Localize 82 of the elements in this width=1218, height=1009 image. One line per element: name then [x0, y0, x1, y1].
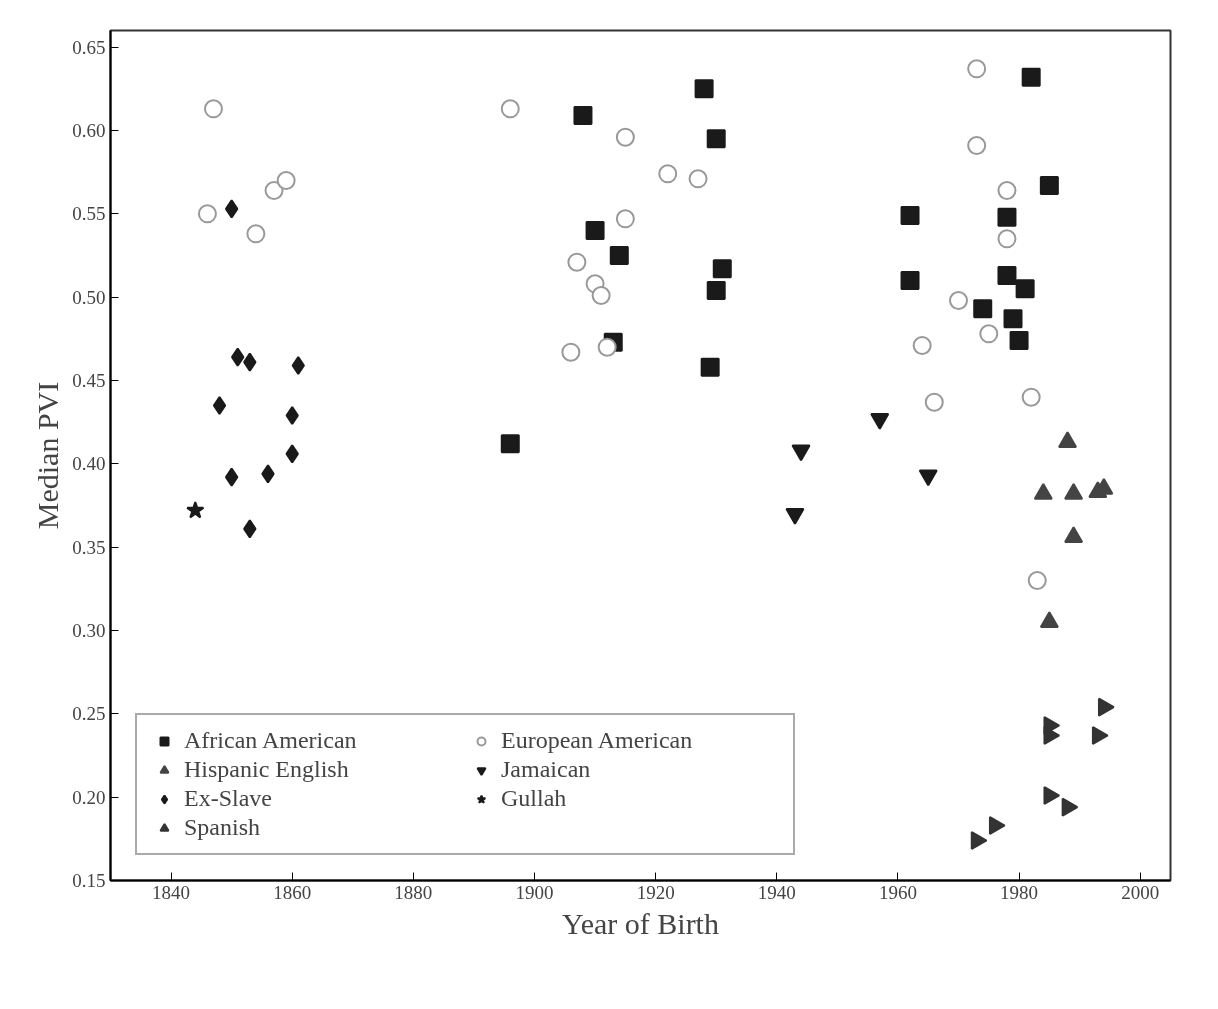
point [591, 286, 611, 305]
point [186, 501, 205, 519]
point [224, 467, 239, 487]
legend-label: Jamaican [501, 756, 592, 783]
point [997, 266, 1017, 285]
point [243, 352, 257, 372]
legend-label: African American [184, 727, 358, 754]
point [658, 164, 678, 184]
point [573, 106, 593, 125]
point [212, 396, 227, 415]
point [1027, 571, 1047, 590]
x-axis-title: Year of Birth [562, 906, 719, 940]
point [567, 252, 587, 272]
point [261, 464, 275, 484]
point [585, 221, 605, 240]
point [609, 246, 629, 265]
point [688, 169, 708, 189]
point [561, 342, 581, 362]
point [615, 209, 635, 229]
y-tick-label: 0.15 [72, 870, 106, 891]
point [967, 136, 987, 155]
y-tick-label: 0.25 [72, 703, 106, 725]
point [1003, 309, 1023, 329]
point [900, 206, 920, 225]
point [997, 207, 1017, 227]
y-tick-label: 0.50 [72, 286, 106, 308]
y-tick-label: 0.30 [72, 620, 106, 641]
point [500, 434, 520, 454]
point [243, 519, 257, 539]
point [231, 347, 245, 367]
y-axis-title: Median PVI [31, 381, 65, 530]
x-tick-label: 1940 [757, 881, 796, 903]
point [246, 224, 266, 244]
point [615, 127, 635, 147]
point [291, 356, 305, 375]
y-tick-label: 0.55 [72, 203, 106, 225]
y-tick-label: 0.65 [72, 36, 106, 58]
point [276, 171, 296, 190]
point [949, 291, 968, 310]
point [706, 281, 726, 300]
y-tick-label: 0.40 [72, 453, 106, 475]
x-tick-label: 1880 [394, 881, 433, 903]
point [197, 204, 217, 224]
x-tick-label: 2000 [1121, 881, 1160, 903]
point [912, 336, 932, 355]
y-tick-label: 0.60 [72, 120, 106, 141]
point [712, 259, 732, 279]
legend-label: Ex-Slave [184, 785, 273, 812]
point [597, 337, 617, 357]
x-tick-label: 1920 [636, 881, 675, 903]
point [924, 392, 944, 412]
point [203, 99, 223, 119]
y-tick-label: 0.35 [72, 536, 106, 558]
y-tick-label: 0.20 [72, 786, 106, 808]
x-tick-label: 1840 [152, 881, 191, 903]
point [1039, 176, 1059, 195]
point [700, 357, 720, 377]
point [224, 199, 239, 219]
point [1009, 331, 1029, 350]
x-tick-label: 1900 [515, 881, 554, 903]
point [997, 181, 1017, 200]
point [979, 324, 999, 344]
x-tick-label: 1860 [273, 881, 312, 903]
point [1015, 279, 1035, 299]
point [900, 271, 920, 290]
legend-label: European American [501, 727, 694, 754]
point [973, 299, 993, 319]
point [997, 229, 1017, 249]
point [285, 444, 299, 464]
point [1021, 387, 1041, 407]
legend-label: Gullah [501, 785, 568, 812]
point [967, 59, 987, 79]
x-tick-label: 1960 [878, 881, 917, 903]
point [706, 129, 726, 149]
point [500, 99, 520, 119]
legend-label: Hispanic English [184, 756, 350, 783]
point [1021, 67, 1041, 87]
point [694, 79, 714, 99]
point [285, 406, 299, 425]
x-tick-label: 1980 [1000, 881, 1039, 903]
y-tick-label: 0.45 [72, 370, 106, 391]
legend-label: Spanish [184, 814, 261, 841]
